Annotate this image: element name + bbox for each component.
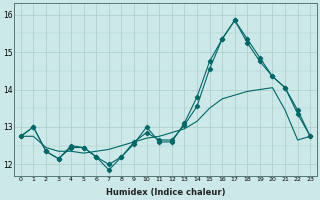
X-axis label: Humidex (Indice chaleur): Humidex (Indice chaleur) [106, 188, 225, 197]
